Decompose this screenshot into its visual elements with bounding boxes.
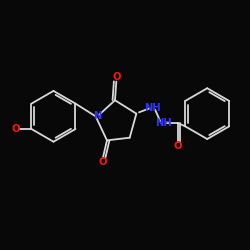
Text: O: O [99,158,107,168]
Text: NH: NH [144,103,161,113]
Text: O: O [174,142,182,152]
Text: O: O [112,72,120,82]
Text: NH: NH [155,118,172,128]
Text: O: O [11,124,20,134]
Text: N: N [94,111,102,121]
